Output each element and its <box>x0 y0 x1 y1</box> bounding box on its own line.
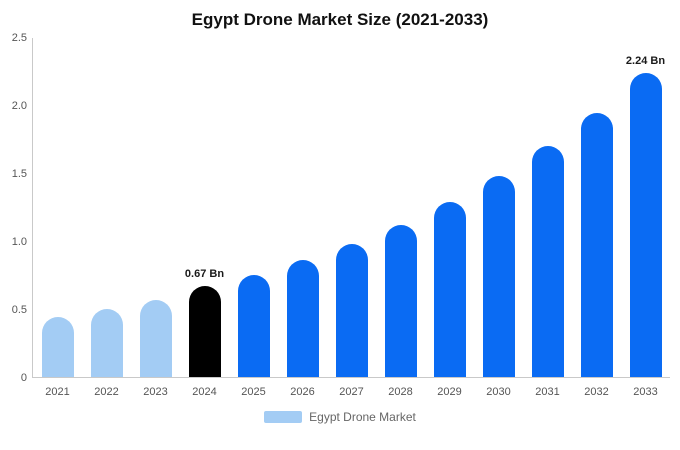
bar-value-label: 2.24 Bn <box>625 55 666 68</box>
legend[interactable]: Egypt Drone Market <box>0 410 680 424</box>
bar-column <box>229 38 278 377</box>
bar-column <box>474 38 523 377</box>
bar-2027 <box>335 244 368 377</box>
y-axis: 0 0.5 1.0 1.5 2.0 2.5 <box>4 32 32 384</box>
bar-column <box>82 38 131 377</box>
bar-column <box>278 38 327 377</box>
bar-column: 0.67 Bn <box>180 38 229 377</box>
bar-2028 <box>384 225 417 377</box>
bar-column <box>33 38 82 377</box>
x-tick-label: 2032 <box>584 386 609 398</box>
chart-area: 0 0.5 1.0 1.5 2.0 2.5 0.67 Bn 2.24 Bn 2021 2022… <box>4 32 670 398</box>
bar-2026 <box>286 260 319 377</box>
y-tick-label: 0 <box>20 372 27 384</box>
plot-area: 0.67 Bn 2.24 Bn <box>32 38 670 378</box>
bar-column: 2.24 Bn <box>621 38 670 377</box>
bar-column <box>572 38 621 377</box>
x-tick-label: 2022 <box>94 386 119 398</box>
bar-column <box>376 38 425 377</box>
bar-2025 <box>237 275 270 377</box>
x-tick-label: 2030 <box>486 386 511 398</box>
x-tick-label: 2028 <box>388 386 413 398</box>
x-tick-label: 2029 <box>437 386 462 398</box>
x-tick-label: 2033 <box>633 386 658 398</box>
y-tick-label: 2.5 <box>11 32 27 44</box>
x-tick-label: 2031 <box>535 386 560 398</box>
bar-2021 <box>41 317 74 377</box>
x-axis-labels: 2021 2022 2023 2024 2025 2026 2027 2028 2029 2030… <box>32 378 670 398</box>
x-tick-label: 2024 <box>192 386 217 398</box>
bar-value-label: 0.67 Bn <box>184 268 225 281</box>
x-tick-label: 2025 <box>241 386 266 398</box>
bar-column <box>523 38 572 377</box>
bar-2030 <box>482 176 515 377</box>
bar-2023 <box>139 299 172 377</box>
x-tick-label: 2027 <box>339 386 364 398</box>
bar-2032 <box>580 112 613 377</box>
bar-2031 <box>531 146 564 377</box>
legend-swatch <box>264 411 303 423</box>
bar-2033 <box>629 73 662 377</box>
bar-column <box>425 38 474 377</box>
legend-label: Egypt Drone Market <box>309 410 416 424</box>
bar-2024 <box>188 286 221 377</box>
y-tick-label: 0.5 <box>11 304 27 316</box>
y-tick-label: 2.0 <box>11 100 27 112</box>
x-tick-label: 2026 <box>290 386 315 398</box>
bar-2022 <box>90 309 123 377</box>
x-tick-label: 2021 <box>45 386 70 398</box>
x-tick-label: 2023 <box>143 386 168 398</box>
bar-column <box>131 38 180 377</box>
plot-and-x: 0.67 Bn 2.24 Bn 2021 2022 2023 2024 2025 2026 2… <box>32 38 670 398</box>
y-tick-label: 1.0 <box>11 236 27 248</box>
bar-2029 <box>433 202 466 377</box>
y-tick-label: 1.5 <box>11 168 27 180</box>
bar-column <box>327 38 376 377</box>
chart-title: Egypt Drone Market Size (2021-2033) <box>191 10 489 29</box>
